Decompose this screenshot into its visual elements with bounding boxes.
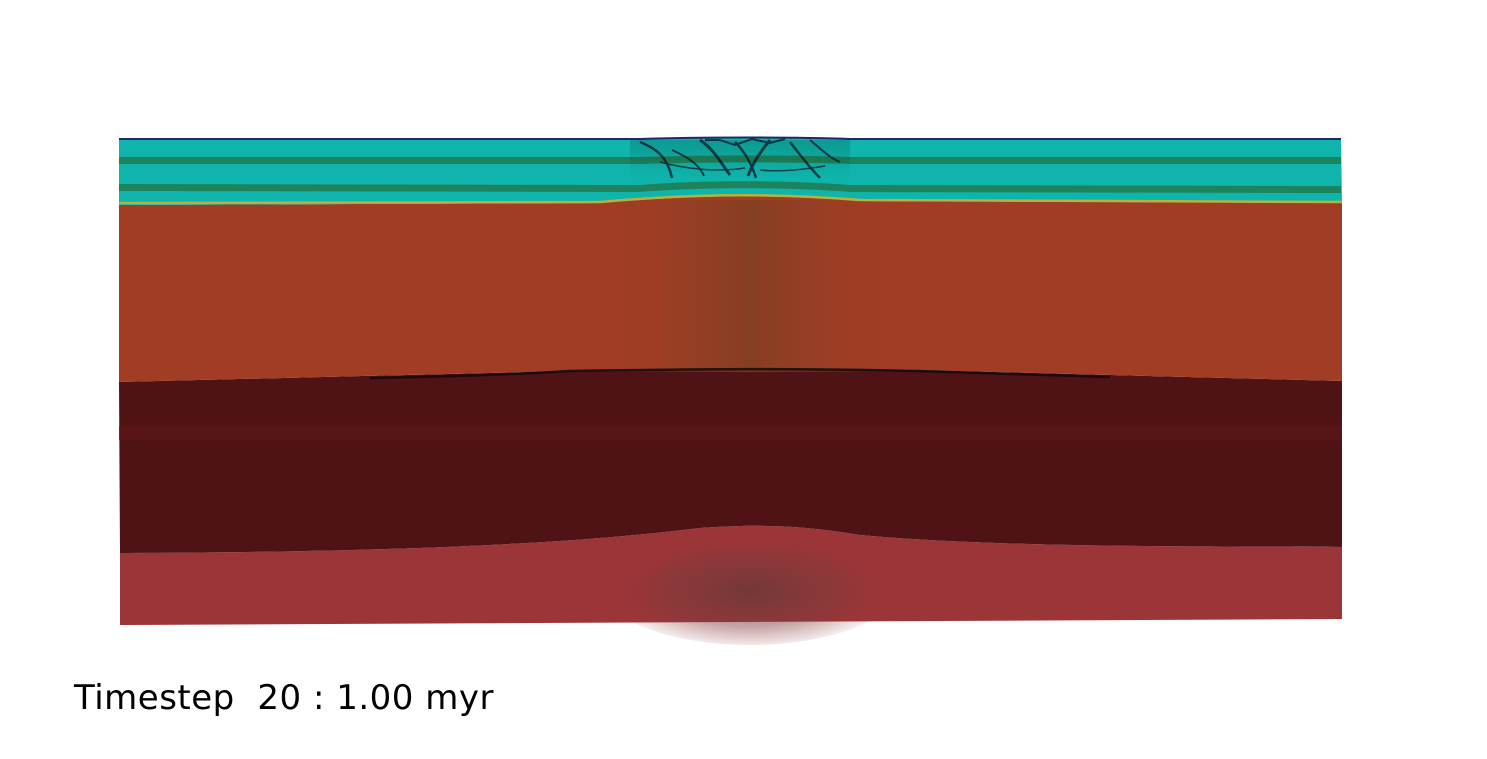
sediment-band-lower (119, 181, 1341, 193)
model-top-outline (119, 136, 1341, 140)
fault-zone-shade (630, 140, 850, 180)
lower-crust-internal-band (119, 426, 1342, 440)
sediment-base-line (118, 193, 1343, 205)
detachment-line (369, 367, 1111, 380)
upper-crust-weak-zone (600, 200, 900, 372)
mantle-upwelling-shade (600, 525, 900, 645)
lower-crust-layer (119, 369, 1342, 553)
timestep-label: Timestep 20 : 1.00 myr (74, 678, 494, 718)
